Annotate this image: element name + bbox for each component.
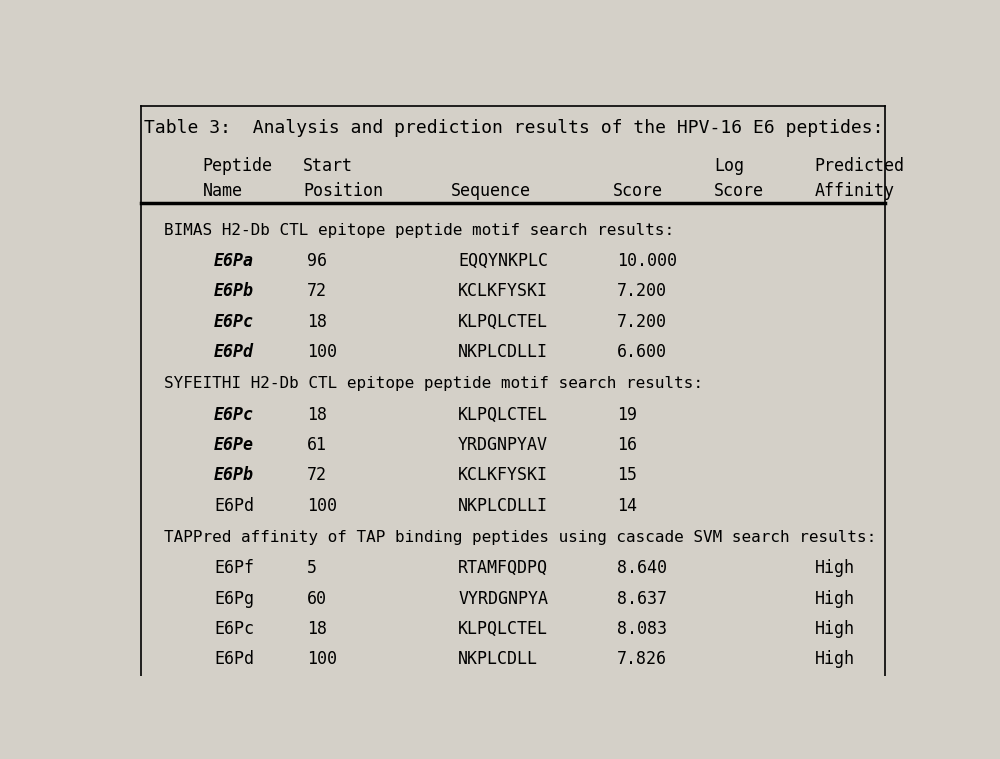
Text: E6Pf: E6Pf: [214, 559, 254, 577]
Text: Start: Start: [303, 157, 353, 175]
Text: E6Pd: E6Pd: [214, 343, 254, 361]
Text: 100: 100: [307, 496, 337, 515]
Text: RTAMFQDPQ: RTAMFQDPQ: [458, 559, 548, 577]
Text: High: High: [815, 590, 855, 608]
Text: 8.637: 8.637: [617, 590, 667, 608]
Text: Score: Score: [613, 181, 663, 200]
Text: 100: 100: [307, 650, 337, 669]
Text: 72: 72: [307, 282, 327, 301]
Text: Predicted: Predicted: [815, 157, 905, 175]
Text: 8.083: 8.083: [617, 620, 667, 638]
Text: E6Pc: E6Pc: [214, 313, 254, 331]
Text: 7.200: 7.200: [617, 313, 667, 331]
Text: E6Pe: E6Pe: [214, 436, 254, 454]
Text: E6Pc: E6Pc: [214, 620, 254, 638]
Text: Affinity: Affinity: [815, 181, 895, 200]
Text: Position: Position: [303, 181, 383, 200]
Text: Sequence: Sequence: [450, 181, 530, 200]
Text: Score: Score: [714, 181, 764, 200]
Text: High: High: [815, 559, 855, 577]
Text: 10.000: 10.000: [617, 252, 677, 269]
Text: 7.826: 7.826: [617, 650, 667, 669]
Text: 16: 16: [617, 436, 637, 454]
Text: YRDGNPYAV: YRDGNPYAV: [458, 436, 548, 454]
Text: KLPQLCTEL: KLPQLCTEL: [458, 313, 548, 331]
Text: KLPQLCTEL: KLPQLCTEL: [458, 405, 548, 424]
Text: Name: Name: [202, 181, 242, 200]
Text: High: High: [815, 620, 855, 638]
Text: KCLKFYSKI: KCLKFYSKI: [458, 466, 548, 484]
Text: Table 3:  Analysis and prediction results of the HPV-16 E6 peptides:: Table 3: Analysis and prediction results…: [144, 119, 884, 137]
Text: 61: 61: [307, 436, 327, 454]
Text: E6Pd: E6Pd: [214, 650, 254, 669]
Text: KLPQLCTEL: KLPQLCTEL: [458, 620, 548, 638]
Text: VYRDGNPYA: VYRDGNPYA: [458, 590, 548, 608]
Text: 18: 18: [307, 620, 327, 638]
Text: 7.200: 7.200: [617, 282, 667, 301]
Text: BIMAS H2-Db CTL epitope peptide motif search results:: BIMAS H2-Db CTL epitope peptide motif se…: [164, 222, 674, 238]
Text: E6Pa: E6Pa: [214, 252, 254, 269]
Text: E6Pc: E6Pc: [214, 405, 254, 424]
Text: 19: 19: [617, 405, 637, 424]
Text: 72: 72: [307, 466, 327, 484]
Text: EQQYNKPLC: EQQYNKPLC: [458, 252, 548, 269]
Text: 5: 5: [307, 559, 317, 577]
Text: 60: 60: [307, 590, 327, 608]
Text: NKPLCDLLI: NKPLCDLLI: [458, 496, 548, 515]
Text: 96: 96: [307, 252, 327, 269]
Text: 15: 15: [617, 466, 637, 484]
Text: KCLKFYSKI: KCLKFYSKI: [458, 282, 548, 301]
Text: E6Pb: E6Pb: [214, 282, 254, 301]
Text: E6Pg: E6Pg: [214, 590, 254, 608]
Text: 6.600: 6.600: [617, 343, 667, 361]
Text: Peptide: Peptide: [202, 157, 272, 175]
Text: 18: 18: [307, 313, 327, 331]
Text: 8.640: 8.640: [617, 559, 667, 577]
Text: TAPPred affinity of TAP binding peptides using cascade SVM search results:: TAPPred affinity of TAP binding peptides…: [164, 530, 876, 545]
Text: SYFEITHI H2-Db CTL epitope peptide motif search results:: SYFEITHI H2-Db CTL epitope peptide motif…: [164, 376, 703, 392]
Text: High: High: [815, 650, 855, 669]
Text: 14: 14: [617, 496, 637, 515]
Text: NKPLCDLLI: NKPLCDLLI: [458, 343, 548, 361]
Text: 100: 100: [307, 343, 337, 361]
Text: NKPLCDLL: NKPLCDLL: [458, 650, 538, 669]
Text: E6Pd: E6Pd: [214, 496, 254, 515]
Text: 18: 18: [307, 405, 327, 424]
Text: Log: Log: [714, 157, 744, 175]
Text: E6Pb: E6Pb: [214, 466, 254, 484]
